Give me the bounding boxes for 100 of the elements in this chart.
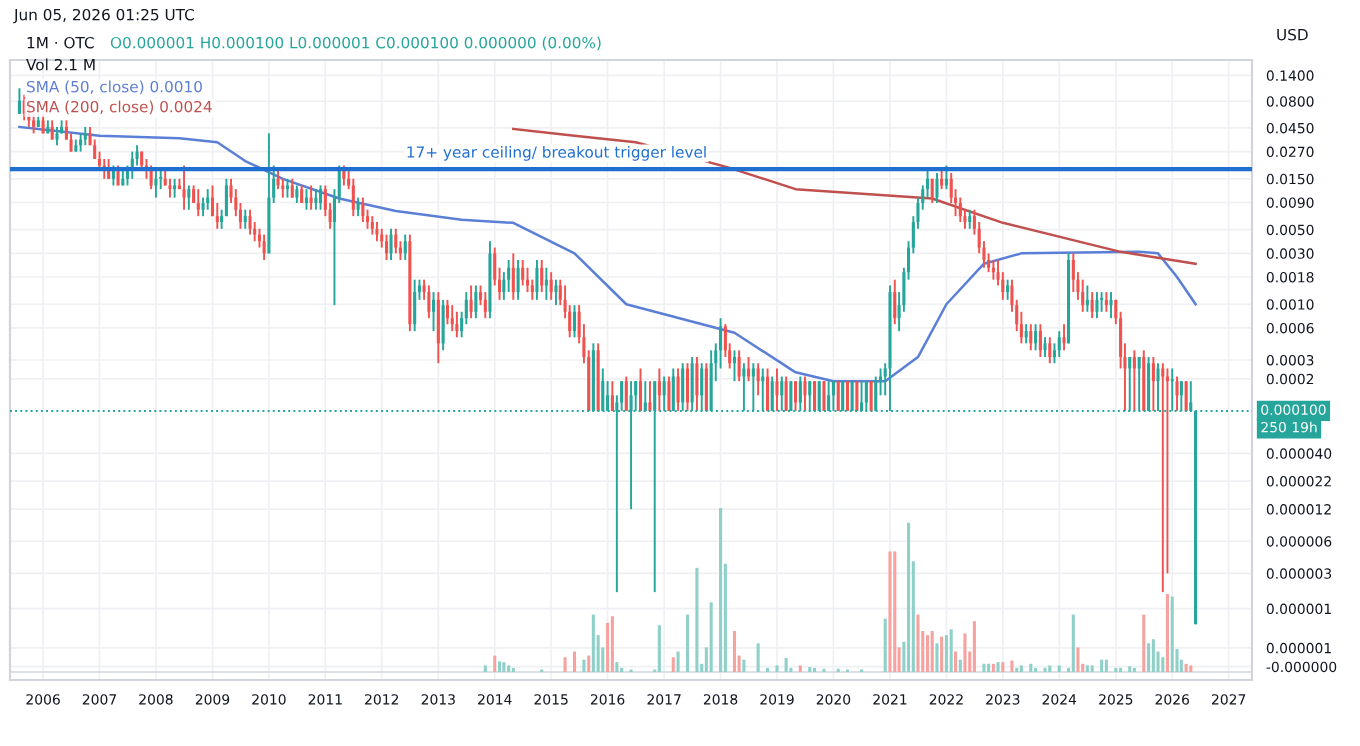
candlestick — [940, 169, 944, 191]
candlestick — [676, 367, 680, 412]
candlestick — [469, 284, 473, 320]
candlestick — [1029, 323, 1033, 352]
candlestick — [276, 169, 280, 191]
candlestick — [794, 380, 798, 412]
candlestick — [813, 380, 817, 412]
candlestick — [822, 380, 826, 412]
candlestick — [704, 362, 708, 412]
candlestick — [784, 375, 788, 412]
candlestick — [1151, 356, 1155, 412]
candlestick — [535, 259, 539, 301]
candlestick — [1161, 362, 1165, 594]
candlestick — [356, 196, 360, 218]
candlestick — [168, 177, 172, 199]
candlestick — [511, 252, 515, 301]
candlestick — [389, 227, 393, 261]
candlestick — [1038, 323, 1042, 358]
candlestick — [1057, 330, 1061, 358]
candlestick — [775, 367, 779, 412]
candlestick — [1175, 375, 1179, 412]
candlestick — [1048, 336, 1052, 365]
candlestick — [732, 349, 737, 383]
candlestick — [290, 177, 294, 199]
candlestick — [803, 375, 807, 412]
candlestick — [944, 164, 948, 191]
candlestick — [436, 291, 440, 365]
candlestick — [1100, 291, 1104, 313]
candlestick — [262, 233, 266, 261]
candlestick — [455, 310, 459, 339]
candlestick — [361, 196, 365, 223]
candlestick — [83, 125, 87, 147]
candlestick — [445, 298, 449, 326]
candlestick — [50, 119, 54, 141]
candlestick — [385, 233, 389, 261]
candlestick — [968, 208, 972, 230]
candlestick — [17, 87, 21, 115]
candlestick — [638, 367, 643, 412]
candlestick — [747, 356, 751, 383]
candlestick — [958, 196, 962, 223]
candlestick — [351, 177, 355, 218]
candlestick — [657, 367, 661, 412]
candlestick — [1081, 278, 1085, 313]
candlestick — [243, 208, 247, 230]
candlestick — [1132, 349, 1136, 412]
candlestick — [845, 380, 850, 412]
candlestick — [521, 259, 525, 287]
candlestick — [766, 367, 770, 412]
candlestick — [450, 304, 454, 333]
candlestick — [836, 380, 840, 412]
candlestick — [318, 184, 323, 211]
candlestick — [930, 177, 934, 204]
candlestick — [285, 177, 290, 199]
candlestick — [394, 227, 398, 255]
candlestick — [1024, 323, 1028, 345]
candlestick — [1071, 252, 1075, 294]
candlestick — [403, 233, 407, 261]
candlestick — [695, 356, 699, 412]
candlestick — [474, 284, 478, 320]
candlestick — [483, 291, 487, 320]
candlestick — [196, 188, 200, 218]
candlestick — [427, 284, 431, 320]
candlestick — [1034, 323, 1038, 352]
candlestick — [554, 278, 558, 307]
candlestick — [215, 202, 219, 230]
candlestick — [187, 184, 191, 211]
candlestick — [507, 259, 511, 294]
candlestick — [1062, 323, 1066, 352]
candlestick — [281, 177, 285, 199]
candlestick — [1095, 291, 1099, 320]
candlestick — [1184, 380, 1188, 412]
candlestick — [610, 380, 614, 412]
candlestick — [935, 172, 939, 204]
candlestick — [1090, 291, 1094, 320]
candlestick — [516, 259, 520, 301]
candlestick — [201, 196, 205, 218]
candlestick — [342, 164, 346, 187]
candlestick — [111, 164, 115, 187]
candlestick — [173, 177, 177, 199]
candlestick — [1109, 291, 1113, 320]
candlestick — [685, 362, 690, 412]
candlestick — [441, 298, 445, 352]
candlestick — [572, 304, 577, 339]
candlestick — [69, 132, 73, 153]
candlestick — [624, 375, 628, 412]
candlestick — [64, 119, 68, 141]
candlestick — [370, 215, 374, 236]
candlestick — [154, 169, 158, 199]
candlestick — [55, 125, 59, 147]
candlestick — [667, 375, 671, 412]
candlestick — [540, 259, 544, 294]
candlestick — [159, 169, 163, 191]
candlestick — [248, 208, 252, 236]
candlestick — [182, 164, 186, 211]
candlestick — [1043, 336, 1047, 358]
candlestick — [893, 278, 897, 326]
candlestick — [737, 349, 741, 383]
candlestick — [431, 291, 436, 333]
candlestick — [375, 221, 379, 243]
candlestick — [756, 362, 760, 397]
